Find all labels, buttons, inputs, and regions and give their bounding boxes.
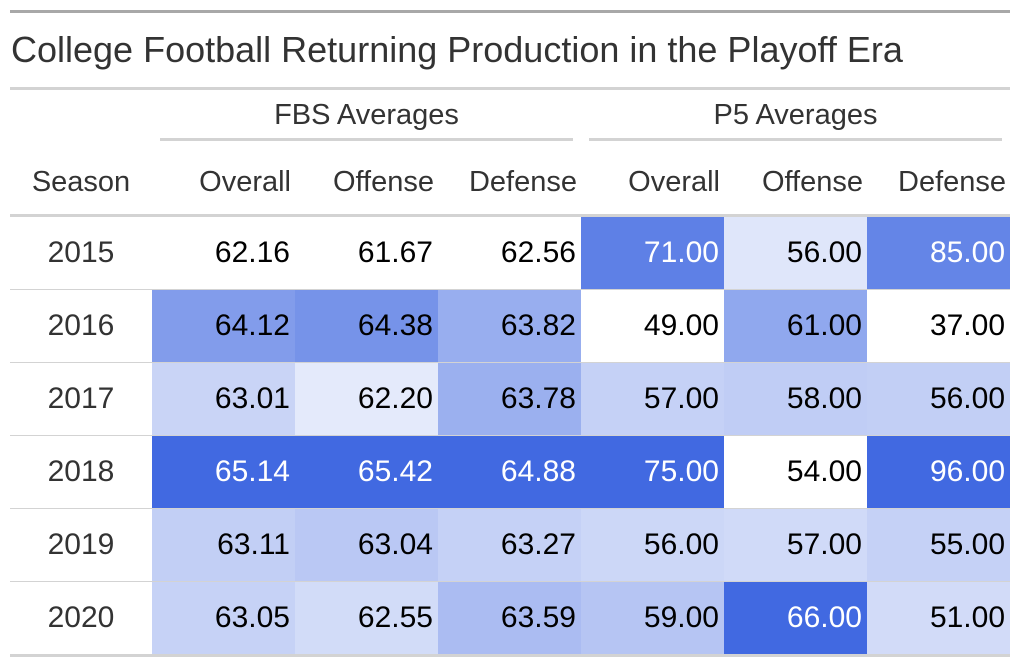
season-cell: 2020 <box>10 581 152 657</box>
season-cell: 2017 <box>10 362 152 436</box>
column-header-fbs-offense: Offense <box>295 150 438 217</box>
value-cell: 64.12 <box>152 289 295 363</box>
value-cell: 65.42 <box>295 435 438 509</box>
spanner-fbs-label: FBS Averages <box>160 99 573 141</box>
value-cell: 63.82 <box>438 289 581 363</box>
value-cell: 56.00 <box>724 215 867 290</box>
table-row: 2016 64.12 64.38 63.82 49.00 61.00 37.00 <box>10 289 1011 363</box>
value-cell: 56.00 <box>581 508 724 582</box>
value-cell: 62.16 <box>152 215 295 290</box>
value-cell: 54.00 <box>724 435 867 509</box>
value-cell: 71.00 <box>581 215 724 290</box>
table-container: College Football Returning Production in… <box>10 10 1011 657</box>
value-cell: 75.00 <box>581 435 724 509</box>
column-header-fbs-defense: Defense <box>438 150 581 217</box>
value-cell: 62.56 <box>438 215 581 290</box>
season-cell: 2015 <box>10 215 152 290</box>
table-row: 2018 65.14 65.42 64.88 75.00 54.00 96.00 <box>10 435 1011 509</box>
value-cell: 61.00 <box>724 289 867 363</box>
value-cell: 51.00 <box>867 581 1011 657</box>
value-cell: 96.00 <box>867 435 1011 509</box>
spanner-empty <box>10 90 152 150</box>
value-cell: 49.00 <box>581 289 724 363</box>
title-rule <box>10 87 1010 90</box>
value-cell: 63.59 <box>438 581 581 657</box>
table-row: 2020 63.05 62.55 63.59 59.00 66.00 51.00 <box>10 581 1011 657</box>
value-cell: 63.05 <box>152 581 295 657</box>
value-cell: 55.00 <box>867 508 1011 582</box>
value-cell: 61.67 <box>295 215 438 290</box>
value-cell: 37.00 <box>867 289 1011 363</box>
value-cell: 63.04 <box>295 508 438 582</box>
value-cell: 58.00 <box>724 362 867 436</box>
table-row: 2015 62.16 61.67 62.56 71.00 56.00 85.00 <box>10 215 1011 290</box>
value-cell: 63.11 <box>152 508 295 582</box>
value-cell: 57.00 <box>581 362 724 436</box>
returning-production-table: FBS Averages P5 Averages Season Overall … <box>10 90 1011 657</box>
season-cell: 2016 <box>10 289 152 363</box>
table-row: 2019 63.11 63.04 63.27 56.00 57.00 55.00 <box>10 508 1011 582</box>
value-cell: 59.00 <box>581 581 724 657</box>
value-cell: 66.00 <box>724 581 867 657</box>
value-cell: 56.00 <box>867 362 1011 436</box>
top-rule <box>10 10 1010 13</box>
spanner-p5: P5 Averages <box>581 90 1010 150</box>
column-header-fbs-overall: Overall <box>152 150 295 217</box>
value-cell: 63.01 <box>152 362 295 436</box>
column-header-p5-defense: Defense <box>867 150 1011 217</box>
column-header-p5-overall: Overall <box>581 150 724 217</box>
table-title: College Football Returning Production in… <box>11 29 903 70</box>
value-cell: 65.14 <box>152 435 295 509</box>
table-row: 2017 63.01 62.20 63.78 57.00 58.00 56.00 <box>10 362 1011 436</box>
value-cell: 64.88 <box>438 435 581 509</box>
season-cell: 2018 <box>10 435 152 509</box>
value-cell: 64.38 <box>295 289 438 363</box>
column-header-season: Season <box>10 150 152 217</box>
season-cell: 2019 <box>10 508 152 582</box>
value-cell: 62.20 <box>295 362 438 436</box>
spanner-p5-label: P5 Averages <box>589 99 1003 141</box>
spanner-fbs: FBS Averages <box>152 90 581 150</box>
column-header-p5-offense: Offense <box>724 150 867 217</box>
value-cell: 63.27 <box>438 508 581 582</box>
value-cell: 85.00 <box>867 215 1011 290</box>
value-cell: 57.00 <box>724 508 867 582</box>
value-cell: 63.78 <box>438 362 581 436</box>
value-cell: 62.55 <box>295 581 438 657</box>
